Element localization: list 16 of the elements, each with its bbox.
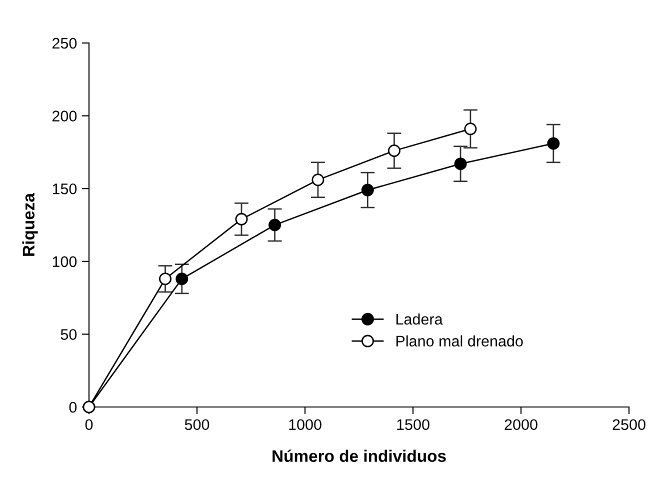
y-tick-label: 50 (60, 329, 77, 340)
x-tick-label: 500 (184, 419, 210, 430)
x-tick-label: 0 (85, 419, 93, 430)
y-tick-label: 250 (52, 38, 77, 49)
y-tick-label: 100 (52, 256, 77, 268)
x-tick-label: 2000 (504, 419, 538, 430)
x-tick-label: 1500 (397, 419, 430, 430)
y-tick-label: 150 (52, 183, 77, 194)
y-tick-label: 0 (69, 402, 77, 413)
y-tick-label: 200 (52, 110, 77, 122)
legend-label: Plano mal drenado (396, 335, 523, 347)
legend-label: Ladera (396, 313, 443, 325)
y-axis-title: Riqueza (22, 192, 38, 256)
x-tick-label: 1000 (289, 419, 322, 430)
x-axis-title: Número de individuos (272, 450, 446, 462)
x-tick-label: 2500 (612, 419, 646, 430)
